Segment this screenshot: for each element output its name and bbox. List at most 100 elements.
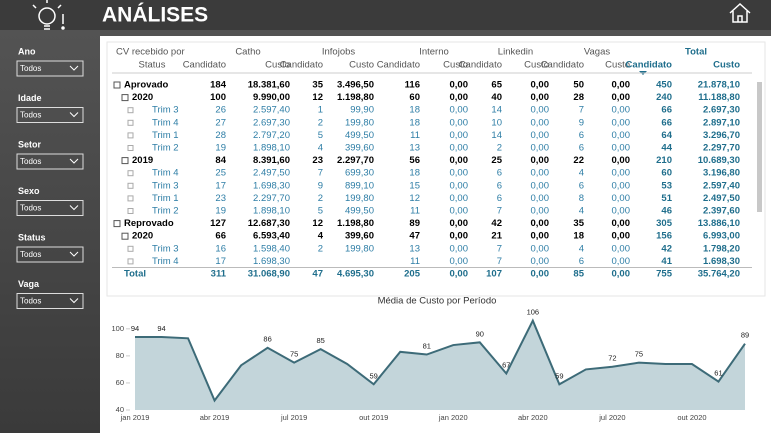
expand-toggle[interactable] <box>121 94 129 102</box>
cell: 0,00 <box>612 193 631 204</box>
row-label: Trim 3 <box>152 105 179 116</box>
expand-toggle[interactable] <box>113 81 121 89</box>
row-label: Trim 4 <box>152 168 179 179</box>
y-tick-label: 40 <box>116 405 124 414</box>
cell: 2.597,40 <box>703 180 740 191</box>
expand-toggle[interactable] <box>127 258 134 265</box>
expand-toggle[interactable] <box>127 145 134 151</box>
filter-dropdown[interactable] <box>16 200 84 216</box>
cell: 31.068,90 <box>248 269 290 280</box>
data-label: 75 <box>635 350 643 359</box>
expand-toggle[interactable] <box>121 232 129 240</box>
measure-header: Custo <box>713 60 740 71</box>
expand-toggle[interactable] <box>113 220 121 228</box>
expand-toggle[interactable] <box>127 182 134 189</box>
data-label: 61 <box>714 369 722 378</box>
cell: 23 <box>215 193 226 204</box>
cell: 4 <box>579 168 584 179</box>
cell: 12 <box>409 193 420 204</box>
cell: 6 <box>497 168 502 179</box>
dropdown-arrow <box>69 112 79 118</box>
cell: 2 <box>318 193 323 204</box>
cell: 65 <box>491 80 502 91</box>
group-header: Total <box>685 47 707 58</box>
cell: 0,00 <box>612 92 631 103</box>
cell: 1.698,30 <box>253 256 290 267</box>
x-tick-label: jan 2020 <box>438 413 468 422</box>
expand-toggle[interactable] <box>127 245 134 252</box>
data-label: 81 <box>423 342 431 351</box>
x-tick-label: abr 2020 <box>518 413 548 422</box>
measure-header: Candidato <box>377 60 420 71</box>
cell: 27 <box>215 117 226 128</box>
cell: 16 <box>215 243 226 254</box>
filter-dropdown[interactable] <box>16 107 84 123</box>
cell: 0,00 <box>612 243 631 254</box>
cell: 2.697,30 <box>253 117 290 128</box>
x-tick-label: out 2020 <box>677 413 706 422</box>
cell: 3.296,70 <box>703 130 740 141</box>
cell: 0,00 <box>450 117 469 128</box>
group-header: Vagas <box>584 47 610 58</box>
measure-header: Candidato <box>541 60 584 71</box>
matrix-panel <box>106 41 766 297</box>
bulb-icon <box>32 0 65 30</box>
cell: 10.689,30 <box>698 155 740 166</box>
cell: 2.697,30 <box>703 105 740 116</box>
cell: 0,00 <box>450 155 469 166</box>
cell: 42 <box>491 218 502 229</box>
row-label: Trim 1 <box>152 193 179 204</box>
row-label: Aprovado <box>124 80 169 91</box>
cell: 12 <box>312 218 323 229</box>
cell: 116 <box>405 80 420 91</box>
cell: 9.990,00 <box>253 92 290 103</box>
data-label: 85 <box>316 336 324 345</box>
cell: 13 <box>409 143 420 154</box>
filter-label: Setor <box>18 139 42 149</box>
expand-toggle[interactable] <box>127 170 134 177</box>
filter-label: Ano <box>18 46 36 56</box>
measure-header: Custo <box>443 60 468 71</box>
expand-toggle[interactable] <box>121 157 129 165</box>
cell: 19 <box>215 206 226 217</box>
cell: 0,00 <box>450 256 469 267</box>
cell: 12.687,30 <box>248 218 290 229</box>
expand-toggle[interactable] <box>127 132 134 139</box>
y-tick-label: 60 <box>116 378 124 387</box>
x-tick-label: abr 2019 <box>200 413 230 422</box>
filter-dropdown[interactable] <box>16 246 84 263</box>
cell: 0,00 <box>531 143 550 154</box>
group-header: Catho <box>235 47 260 58</box>
dropdown-arrow <box>69 205 79 211</box>
cell: 35 <box>312 80 323 91</box>
cell: 2.497,50 <box>253 168 290 179</box>
cell: 1 <box>318 105 323 116</box>
row-header: Status <box>139 60 166 71</box>
expand-toggle[interactable] <box>127 208 134 214</box>
filter-dropdown[interactable] <box>16 293 84 309</box>
cell: 41 <box>661 256 672 267</box>
expand-toggle[interactable] <box>127 107 134 114</box>
cell: 66 <box>661 117 672 128</box>
filter-dropdown[interactable] <box>16 60 84 77</box>
cell: 2 <box>318 243 323 254</box>
home-button[interactable] <box>729 2 751 23</box>
cell: 1.698,30 <box>703 256 740 267</box>
measure-header: Candidato <box>459 60 502 71</box>
cell: 9 <box>318 180 323 191</box>
cell: 0,00 <box>450 231 469 242</box>
expand-toggle[interactable] <box>127 195 134 202</box>
filter-dropdown[interactable] <box>16 153 84 170</box>
row-label: Trim 3 <box>152 180 179 191</box>
cell: 14 <box>491 105 502 116</box>
cell: 0,00 <box>450 92 469 103</box>
scrollbar[interactable] <box>757 82 762 212</box>
cell: 53 <box>661 180 672 191</box>
cell: 47 <box>312 269 323 280</box>
expand-toggle[interactable] <box>127 119 134 126</box>
cell: 699,30 <box>345 168 374 179</box>
cell: 0,00 <box>450 80 469 91</box>
cell: 450 <box>656 80 672 91</box>
cell: 51 <box>661 193 672 204</box>
cell: 2.397,60 <box>703 206 740 217</box>
